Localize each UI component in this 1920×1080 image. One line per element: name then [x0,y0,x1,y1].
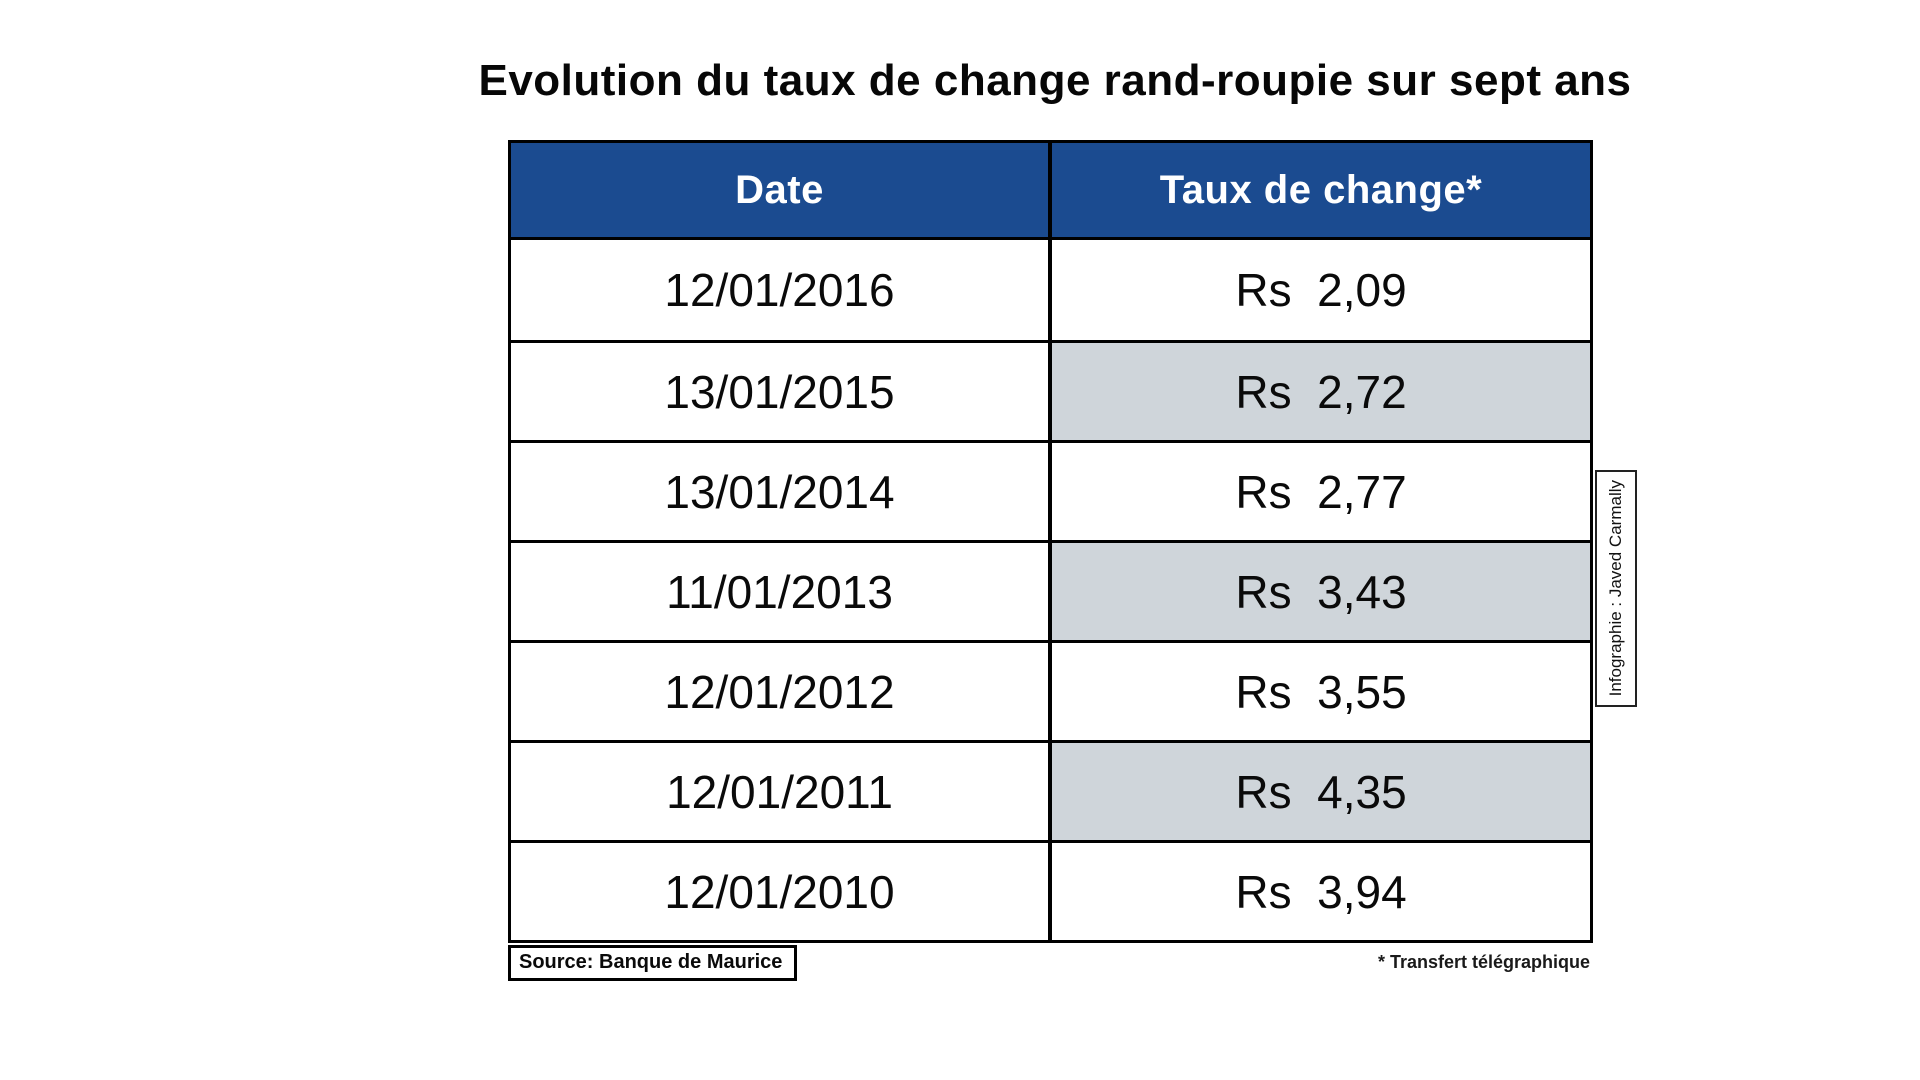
table-row: 12/01/2011 Rs 4,35 [511,740,1590,840]
rate-cell: Rs 2,09 [1048,240,1590,340]
date-cell: 12/01/2011 [666,765,893,818]
rate-cell: Rs 3,94 [1048,843,1590,940]
date-cell: 13/01/2014 [664,465,895,518]
rate-cell: Rs 3,55 [1048,643,1590,740]
date-cell: 12/01/2016 [664,264,895,316]
date-cell: 11/01/2013 [666,565,893,618]
page-title: Evolution du taux de change rand-roupie … [478,56,1632,105]
table-row: 13/01/2015 Rs 2,72 [511,340,1590,440]
rate-cell: Rs 3,43 [1048,543,1590,640]
rate-cell: Rs 4,35 [1048,743,1590,840]
table-row: 11/01/2013 Rs 3,43 [511,540,1590,640]
rate-cell: Rs 2,72 [1048,343,1590,440]
column-header-rate: Taux de change* [1048,143,1590,237]
source-label: Source: Banque de Maurice [508,945,798,981]
date-cell: 13/01/2015 [664,365,895,418]
table-header-row: Date Taux de change* [511,143,1590,240]
footnote-label: * Transfert télégraphique [1377,952,1590,972]
date-cell: 12/01/2010 [664,865,895,918]
exchange-rate-table: Date Taux de change* 12/01/2016 Rs 2,09 … [508,140,1593,943]
rate-cell: Rs 2,77 [1048,443,1590,540]
table-row: 13/01/2014 Rs 2,77 [511,440,1590,540]
table-row: 12/01/2010 Rs 3,94 [511,840,1590,940]
table-row: 12/01/2012 Rs 3,55 [511,640,1590,740]
credit-label: Infographie : Javed Carmally [1606,480,1625,697]
date-cell: 12/01/2012 [664,665,895,718]
table-row: 12/01/2016 Rs 2,09 [511,240,1590,340]
column-header-date: Date [735,167,824,212]
credit-box: Infographie : Javed Carmally [1595,470,1637,707]
